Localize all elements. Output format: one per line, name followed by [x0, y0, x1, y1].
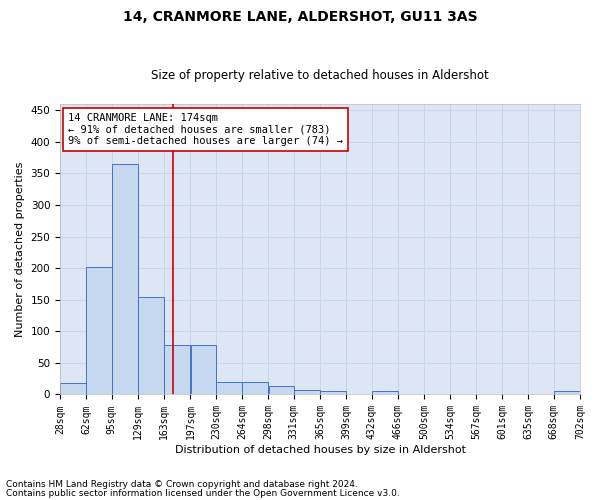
X-axis label: Distribution of detached houses by size in Aldershot: Distribution of detached houses by size … [175, 445, 466, 455]
Bar [372, 392, 398, 394]
Text: 14 CRANMORE LANE: 174sqm
← 91% of detached houses are smaller (783)
9% of semi-d: 14 CRANMORE LANE: 174sqm ← 91% of detach… [68, 112, 343, 146]
Bar [164, 345, 190, 395]
Bar [242, 382, 268, 394]
Bar [294, 390, 320, 394]
Bar [86, 267, 112, 394]
Y-axis label: Number of detached properties: Number of detached properties [15, 162, 25, 337]
Text: Contains HM Land Registry data © Crown copyright and database right 2024.: Contains HM Land Registry data © Crown c… [6, 480, 358, 489]
Bar [60, 383, 86, 394]
Title: Size of property relative to detached houses in Aldershot: Size of property relative to detached ho… [151, 69, 489, 82]
Bar [320, 392, 346, 394]
Bar [138, 296, 164, 394]
Bar [554, 392, 580, 394]
Text: Contains public sector information licensed under the Open Government Licence v3: Contains public sector information licen… [6, 488, 400, 498]
Bar [112, 164, 138, 394]
Bar [269, 386, 295, 394]
Bar [216, 382, 242, 394]
Bar [191, 345, 217, 395]
Text: 14, CRANMORE LANE, ALDERSHOT, GU11 3AS: 14, CRANMORE LANE, ALDERSHOT, GU11 3AS [122, 10, 478, 24]
